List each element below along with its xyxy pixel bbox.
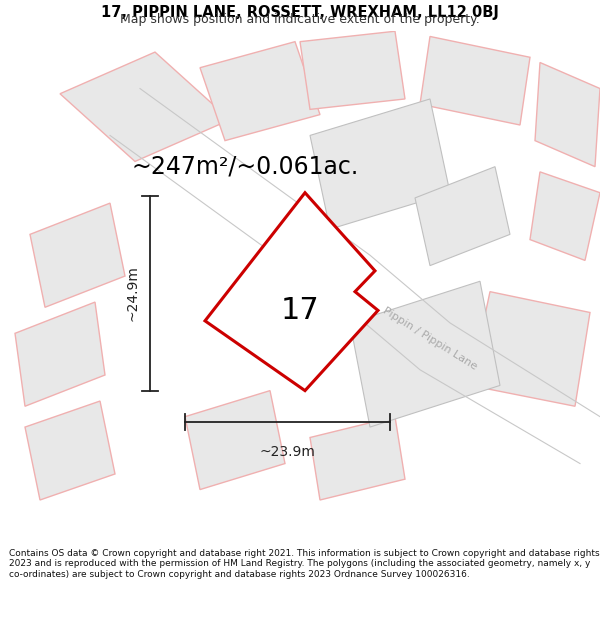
Text: Pippin / Pippin Lane: Pippin / Pippin Lane <box>381 306 479 372</box>
Text: Contains OS data © Crown copyright and database right 2021. This information is : Contains OS data © Crown copyright and d… <box>9 549 599 579</box>
Polygon shape <box>415 167 510 266</box>
Text: 17, PIPPIN LANE, ROSSETT, WREXHAM, LL12 0BJ: 17, PIPPIN LANE, ROSSETT, WREXHAM, LL12 … <box>101 5 499 20</box>
Text: ~247m²/~0.061ac.: ~247m²/~0.061ac. <box>131 154 359 179</box>
Polygon shape <box>535 62 600 167</box>
Polygon shape <box>30 203 125 308</box>
Polygon shape <box>470 292 590 406</box>
Text: ~23.9m: ~23.9m <box>260 445 316 459</box>
Polygon shape <box>310 99 450 229</box>
Polygon shape <box>185 391 285 489</box>
Text: Map shows position and indicative extent of the property.: Map shows position and indicative extent… <box>120 12 480 26</box>
Polygon shape <box>310 417 405 500</box>
Polygon shape <box>420 36 530 125</box>
Polygon shape <box>205 192 378 391</box>
Text: 17: 17 <box>281 296 319 325</box>
Polygon shape <box>300 31 405 109</box>
Polygon shape <box>25 401 115 500</box>
Text: ~24.9m: ~24.9m <box>125 265 139 321</box>
Polygon shape <box>530 172 600 261</box>
Polygon shape <box>60 52 230 161</box>
Polygon shape <box>15 302 105 406</box>
Polygon shape <box>200 42 320 141</box>
Polygon shape <box>350 281 500 427</box>
